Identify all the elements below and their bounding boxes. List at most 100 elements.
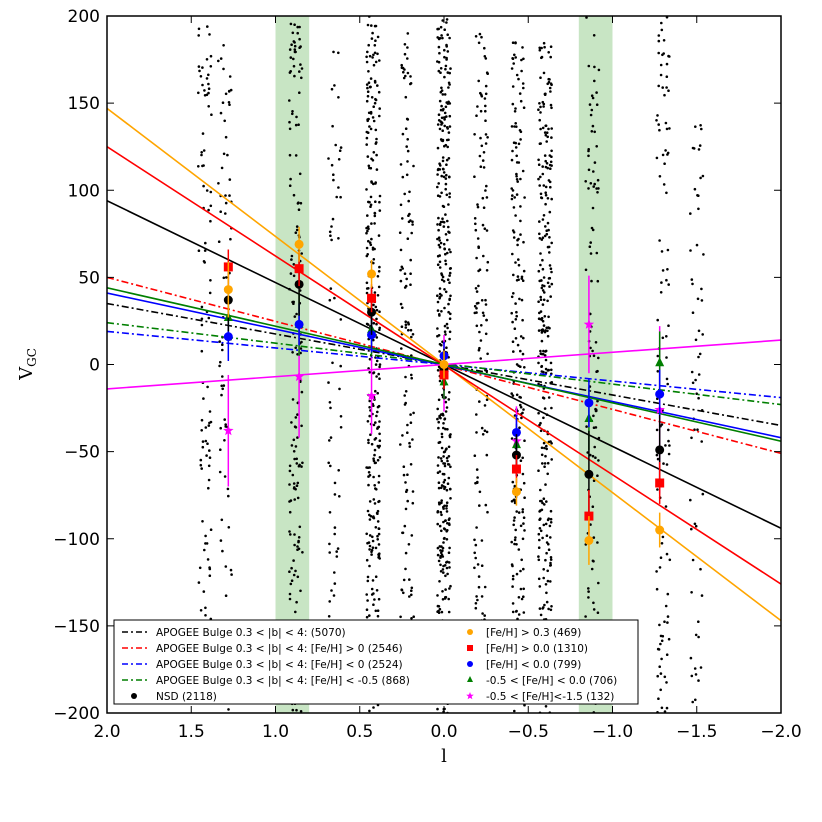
- star-dot: [292, 263, 296, 266]
- star-dot: [437, 182, 441, 185]
- star-dot: [659, 63, 663, 67]
- star-dot: [448, 566, 451, 569]
- star-dot: [446, 278, 450, 282]
- star-dot: [288, 530, 291, 533]
- star-dot: [447, 157, 451, 160]
- y-tick-label: 50: [78, 268, 100, 288]
- star-dot: [443, 528, 447, 531]
- star-dot: [592, 34, 596, 37]
- star-dot: [515, 193, 519, 196]
- star-dot: [403, 68, 406, 71]
- star-dot: [479, 357, 483, 360]
- star-dot: [366, 50, 369, 54]
- star-dot: [289, 177, 292, 181]
- legend-label: -0.5 < [Fe/H] < 0.0 (706): [486, 675, 617, 687]
- star-dot: [440, 89, 444, 92]
- star-dot: [515, 393, 519, 397]
- star-dot: [439, 241, 443, 245]
- x-tick-label: 0.0: [430, 722, 457, 742]
- star-dot: [514, 261, 517, 264]
- star-dot: [659, 642, 662, 646]
- y-tick-label: −50: [64, 443, 100, 463]
- star-dot: [436, 522, 440, 526]
- star-dot: [218, 340, 221, 343]
- star-dot: [542, 105, 545, 108]
- star-dot: [477, 284, 480, 288]
- star-dot: [542, 349, 545, 353]
- star-dot: [375, 414, 378, 418]
- star-dot: [296, 436, 299, 439]
- star-dot: [206, 25, 209, 28]
- star-dot: [377, 597, 381, 601]
- star-dot: [523, 703, 526, 707]
- star-dot: [665, 335, 668, 338]
- star-dot: [542, 184, 546, 187]
- star-dot: [544, 454, 547, 458]
- star-dot: [542, 41, 546, 45]
- star-dot: [514, 302, 517, 305]
- star-dot: [208, 567, 212, 571]
- star-dot: [697, 207, 700, 211]
- star-dot: [550, 406, 553, 410]
- star-dot: [294, 123, 298, 127]
- star-dot: [372, 423, 376, 427]
- star-dot: [204, 614, 207, 617]
- legend-label: [Fe/H] < 0.0 (799): [486, 659, 581, 671]
- star-dot: [368, 54, 372, 58]
- y-tick-label: −200: [53, 704, 100, 724]
- star-dot: [337, 158, 341, 161]
- star-dot: [365, 130, 369, 134]
- star-dot: [293, 425, 297, 429]
- star-dot: [367, 438, 370, 442]
- star-dot: [667, 324, 670, 328]
- star-dot: [402, 591, 405, 595]
- star-dot: [658, 623, 661, 627]
- star-dot: [437, 456, 440, 459]
- star-dot: [691, 700, 694, 704]
- star-dot: [541, 236, 545, 239]
- star-dot: [474, 222, 477, 226]
- y-axis-title-sub: GC: [25, 348, 39, 367]
- star-dot: [538, 585, 542, 588]
- star-dot: [289, 56, 293, 59]
- star-dot: [332, 173, 335, 176]
- star-dot: [370, 181, 374, 184]
- star-dot: [370, 550, 373, 554]
- star-dot: [436, 60, 439, 63]
- star-dot: [511, 574, 515, 578]
- star-dot: [441, 19, 445, 22]
- star-dot: [697, 373, 701, 376]
- star-dot: [543, 354, 547, 357]
- star-dot: [546, 82, 549, 86]
- star-dot: [515, 363, 519, 366]
- star-dot: [593, 130, 596, 134]
- star-dot: [328, 230, 332, 234]
- star-dot: [440, 499, 444, 502]
- star-dot: [339, 415, 343, 418]
- star-dot: [331, 217, 335, 221]
- star-dot: [291, 110, 294, 113]
- star-dot: [538, 607, 542, 610]
- star-dot: [371, 56, 374, 59]
- star-dot: [372, 371, 375, 375]
- star-dot: [374, 487, 377, 490]
- star-dot: [209, 279, 212, 282]
- star-dot: [207, 208, 210, 212]
- star-dot: [542, 276, 546, 279]
- star-dot: [597, 187, 600, 190]
- star-dot: [448, 195, 451, 199]
- star-dot: [204, 241, 207, 245]
- star-dot: [208, 449, 211, 452]
- star-dot: [366, 599, 369, 602]
- star-dot: [656, 488, 659, 491]
- star-dot: [228, 194, 231, 197]
- star-dot: [329, 234, 332, 237]
- star-dot: [297, 536, 301, 539]
- star-dot: [401, 175, 405, 179]
- star-dot: [204, 534, 207, 538]
- star-dot: [520, 58, 523, 62]
- star-dot: [701, 174, 705, 178]
- x-tick-label: −0.5: [508, 722, 549, 742]
- star-dot: [545, 232, 549, 236]
- star-dot: [542, 441, 546, 445]
